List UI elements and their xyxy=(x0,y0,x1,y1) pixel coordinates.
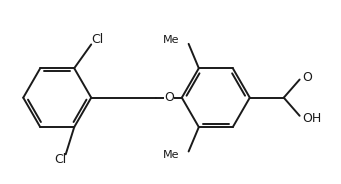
Text: Cl: Cl xyxy=(54,153,66,167)
Text: O: O xyxy=(164,91,174,104)
Text: O: O xyxy=(302,71,312,84)
Text: Me: Me xyxy=(163,35,179,45)
Text: Me: Me xyxy=(163,151,179,160)
Text: Cl: Cl xyxy=(91,33,103,46)
Text: OH: OH xyxy=(302,112,321,125)
